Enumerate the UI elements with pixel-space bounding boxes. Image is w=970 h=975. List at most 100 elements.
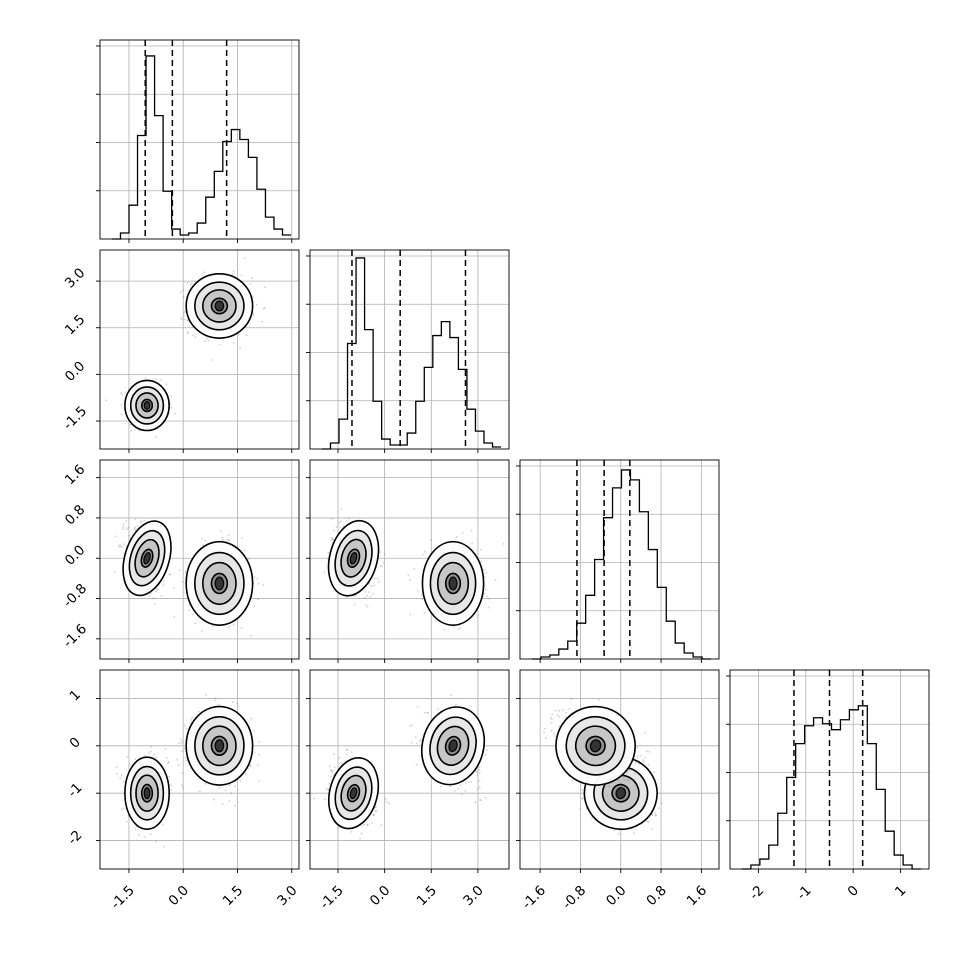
panel-1-0-point [241, 275, 243, 277]
panel-2-0-point [257, 598, 259, 600]
panel-2-0-point [233, 624, 235, 626]
panel-3-0-point [236, 703, 238, 705]
panel-3-0-point [251, 718, 253, 720]
panel-3-0-point [178, 764, 180, 766]
panel-2-0-point [119, 544, 121, 546]
panel-3-0-point [162, 824, 164, 826]
panel-3-1-point [417, 706, 419, 708]
panel-2-1-point [480, 561, 482, 563]
panel-2-0-point [174, 616, 176, 618]
panel-3-0-contour-core [215, 740, 224, 752]
panel-3-1-point [454, 790, 456, 792]
panel-3-1-point [458, 788, 460, 790]
panel-3-1-point [331, 770, 333, 772]
panel-3-0-point [219, 787, 221, 789]
panel-3-0-point [119, 777, 121, 779]
panel-1-0-point [253, 314, 255, 316]
panel-1-0-point [244, 257, 246, 259]
panel-3-0-point [123, 808, 125, 810]
panel-3-0-point [232, 701, 234, 703]
panel-2-0-point [241, 627, 243, 629]
panel-3-1-point [350, 831, 352, 833]
panel-3-0-point [222, 803, 224, 805]
panel-2-1-point [485, 589, 487, 591]
panel-3-0-point [135, 828, 137, 830]
panel-2-0-point [192, 614, 194, 616]
panel-1-0-point [183, 296, 185, 298]
panel-1-0-contour-core [215, 301, 224, 311]
panel-2-0-point [156, 588, 158, 590]
panel-3-0-point [181, 741, 183, 743]
panel-3-0-point [254, 751, 256, 753]
panel-3-1-point [461, 794, 463, 796]
panel-2-1-point [423, 612, 425, 614]
panel-3-0-point [257, 764, 259, 766]
panel-1-0-point [261, 321, 263, 323]
panel-1-0-point [121, 394, 123, 396]
panel-3-0-point [163, 846, 165, 848]
panel-1-0-point [160, 379, 162, 381]
panel-3-0-point [153, 754, 155, 756]
panel-3-0-point [116, 766, 118, 768]
panel-3-0-point [181, 785, 183, 787]
panel-2-1-point [488, 607, 490, 609]
panel-2-0-point [156, 591, 158, 593]
panel-3-1-point [337, 827, 339, 829]
panel-2-1-point [378, 581, 380, 583]
panel-3-1-point [416, 743, 418, 745]
panel-2-0-point [123, 524, 125, 526]
panel-2-0-point [248, 558, 250, 560]
panel-3-1-point [411, 742, 413, 744]
panel-3-0-point [150, 751, 152, 753]
panel-3-0-content [116, 694, 260, 848]
panel-2-1-point [421, 594, 423, 596]
panel-2-1-point [340, 508, 342, 510]
panel-2-1-point [354, 595, 356, 597]
panel-3-0-point [170, 789, 172, 791]
panel-3-0-point [121, 774, 123, 776]
panel-3-1-point [468, 781, 470, 783]
panel-3-0-point [218, 704, 220, 706]
panel-2-0-point [157, 589, 159, 591]
panel-2-1-point [380, 565, 382, 567]
panel-3-0-point [185, 757, 187, 759]
panel-3-0-point [155, 757, 157, 759]
panel-3-1-point [479, 772, 481, 774]
panel-2-0-point [228, 535, 230, 537]
panel-1-0-point [246, 335, 248, 337]
panel-2-1-point [369, 596, 371, 598]
panel-2-0-point [244, 550, 246, 552]
panel-3-0-point [249, 764, 251, 766]
panel-3-0-point [170, 784, 172, 786]
panel-3-0-point [190, 719, 192, 721]
panel-2-1-point [373, 585, 375, 587]
panel-3-1-point [416, 764, 418, 766]
panel-3-0-point [150, 746, 152, 748]
panel-3-1-point [351, 751, 353, 753]
panel-3-0-point [126, 756, 128, 758]
panel-2-1-point [422, 554, 424, 556]
panel-3-0-point [116, 773, 118, 775]
panel-2-1-point [503, 543, 505, 545]
panel-3-1-point [486, 749, 488, 751]
panel-3-0-point [225, 789, 227, 791]
panel-2-0-point [126, 528, 128, 530]
panel-3-1-point [478, 769, 480, 771]
panel-1-0-point [256, 304, 258, 306]
panel-2-0-point [182, 581, 184, 583]
panel-3-2-point [655, 815, 657, 817]
panel-2-1-point [417, 590, 419, 592]
panel-3-0-point [178, 742, 180, 744]
hist-2-frame [520, 460, 719, 659]
hist-1-steps [322, 258, 501, 449]
panel-2-1-point [480, 549, 482, 551]
panel-3-1-point [359, 838, 361, 840]
panel-3-1-point [346, 753, 348, 755]
panel-3-1-point [334, 767, 336, 769]
panel-1-0-point [190, 284, 192, 286]
panel-2-0-point [134, 518, 136, 520]
panel-1-0-point [195, 336, 197, 338]
panel-2-0-point [149, 595, 151, 597]
panel-2-0-point [153, 597, 155, 599]
panel-1-0-point [182, 289, 184, 291]
